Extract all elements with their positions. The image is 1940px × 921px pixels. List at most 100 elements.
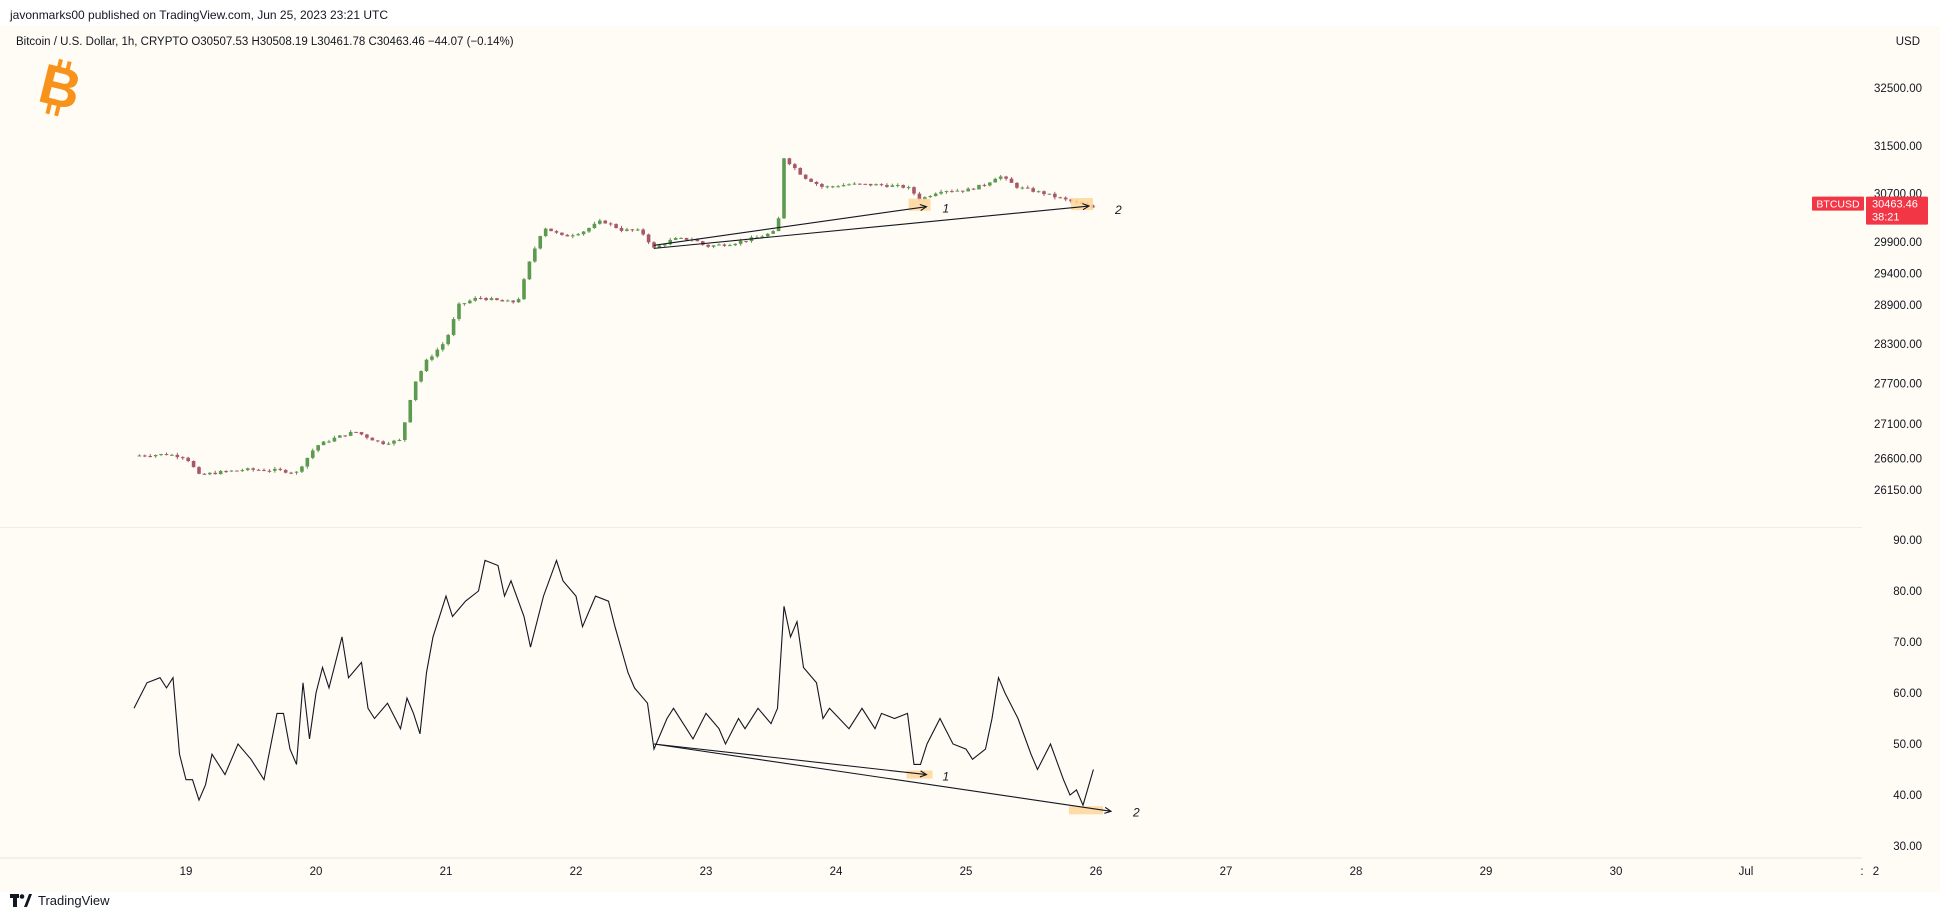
candle-body <box>912 187 916 194</box>
oscillator-tick-label: 30.00 <box>1893 841 1922 853</box>
oscillator-line <box>133 558 1094 807</box>
candle-body <box>1020 187 1025 189</box>
candle-body <box>1042 191 1046 195</box>
trend-arrow-head <box>919 770 928 778</box>
candle-body <box>527 261 532 280</box>
candle-body <box>170 454 174 456</box>
candle-body <box>933 193 938 197</box>
candle-body <box>316 445 320 451</box>
price-tick-label: 27100.00 <box>1874 419 1922 431</box>
highlight-box <box>906 770 933 779</box>
trend-arrow <box>653 205 1090 249</box>
candle-body <box>803 174 808 179</box>
candle-body <box>614 224 618 228</box>
candle-body <box>424 359 429 372</box>
candle-body <box>208 472 212 475</box>
candle-body <box>874 184 878 186</box>
candle-body <box>895 185 900 187</box>
candle-body <box>365 434 369 438</box>
candle-body <box>847 184 851 186</box>
candle-body <box>489 298 494 301</box>
highlight-box <box>1069 806 1103 815</box>
candle-body <box>478 297 483 299</box>
candle-body <box>565 234 570 237</box>
footer-brand: TradingView <box>38 893 110 908</box>
candle-body <box>944 191 949 193</box>
candle-body <box>338 435 342 438</box>
trend-arrow-head <box>1104 806 1113 814</box>
candle-body <box>256 469 261 471</box>
candle-body <box>1058 197 1063 199</box>
candle-body <box>684 237 689 240</box>
badge-countdown: 38:21 <box>1872 212 1900 224</box>
candle-body <box>413 381 418 400</box>
candle-body <box>673 238 678 240</box>
trend-arrow <box>653 206 927 246</box>
candle-body <box>820 184 824 187</box>
pane-separator[interactable] <box>0 527 1862 528</box>
oscillator-tick-label: 90.00 <box>1893 535 1922 547</box>
price-tick-label: 28300.00 <box>1874 339 1922 351</box>
candle-body <box>440 344 445 350</box>
candle-body <box>977 184 981 190</box>
candle-body <box>782 158 786 219</box>
publisher-line: javonmarks00 published on TradingView.co… <box>10 8 389 22</box>
candle-body <box>310 450 315 458</box>
candle-body <box>354 431 358 433</box>
candle-body <box>744 240 748 242</box>
candle-body <box>1009 178 1014 183</box>
badge-symbol-box[interactable] <box>1812 196 1864 211</box>
candle-body <box>500 300 505 302</box>
candle-body <box>841 185 846 187</box>
candle-body <box>381 441 385 445</box>
candle-body <box>294 471 299 473</box>
footer: TradingView <box>10 893 110 908</box>
candle-body <box>1063 197 1068 200</box>
candle-body <box>982 184 987 186</box>
candle-body <box>641 229 645 235</box>
candle-body <box>755 237 759 239</box>
candle-body <box>1031 188 1035 192</box>
time-tick-label: : <box>1860 866 1863 878</box>
candle-body <box>939 191 943 194</box>
candle-body <box>430 356 434 360</box>
candle-body <box>175 454 180 458</box>
candle-body <box>858 183 862 185</box>
candle-body <box>1015 182 1019 188</box>
oscillator-tick-label: 60.00 <box>1893 688 1922 700</box>
time-tick-label: 25 <box>960 866 973 878</box>
annotation-label: 1 <box>943 770 950 784</box>
candle-body <box>830 186 835 188</box>
candle-body <box>1053 193 1057 198</box>
candle-body <box>375 440 380 442</box>
chart-area[interactable] <box>0 26 1940 892</box>
oscillator-tick-label: 80.00 <box>1893 586 1922 598</box>
candle-body <box>1025 187 1030 189</box>
candle-body <box>706 244 710 247</box>
candle-body <box>283 469 288 473</box>
candle-body <box>793 164 797 169</box>
candle-body <box>630 229 635 231</box>
annotation-label: 2 <box>1132 805 1140 819</box>
candle-body <box>348 431 353 436</box>
candle-body <box>988 182 992 186</box>
time-tick-label: 27 <box>1220 866 1233 878</box>
candle-body <box>738 240 743 244</box>
time-tick-label: 23 <box>700 866 713 878</box>
candle-body <box>917 193 922 200</box>
candle-body <box>852 183 857 185</box>
oscillator-tick-label: 40.00 <box>1893 790 1922 802</box>
candle-body <box>608 223 613 225</box>
price-tick-label: 27700.00 <box>1874 379 1922 391</box>
candle-body <box>457 303 461 320</box>
highlight-box <box>1071 198 1093 211</box>
badge-price: 30463.46 <box>1872 199 1918 211</box>
candle-body <box>971 188 976 190</box>
candle-body <box>543 228 548 237</box>
candle-body <box>836 186 840 188</box>
candle-body <box>928 196 933 198</box>
currency-label[interactable]: USD <box>1895 36 1920 48</box>
candle-body <box>960 190 965 192</box>
